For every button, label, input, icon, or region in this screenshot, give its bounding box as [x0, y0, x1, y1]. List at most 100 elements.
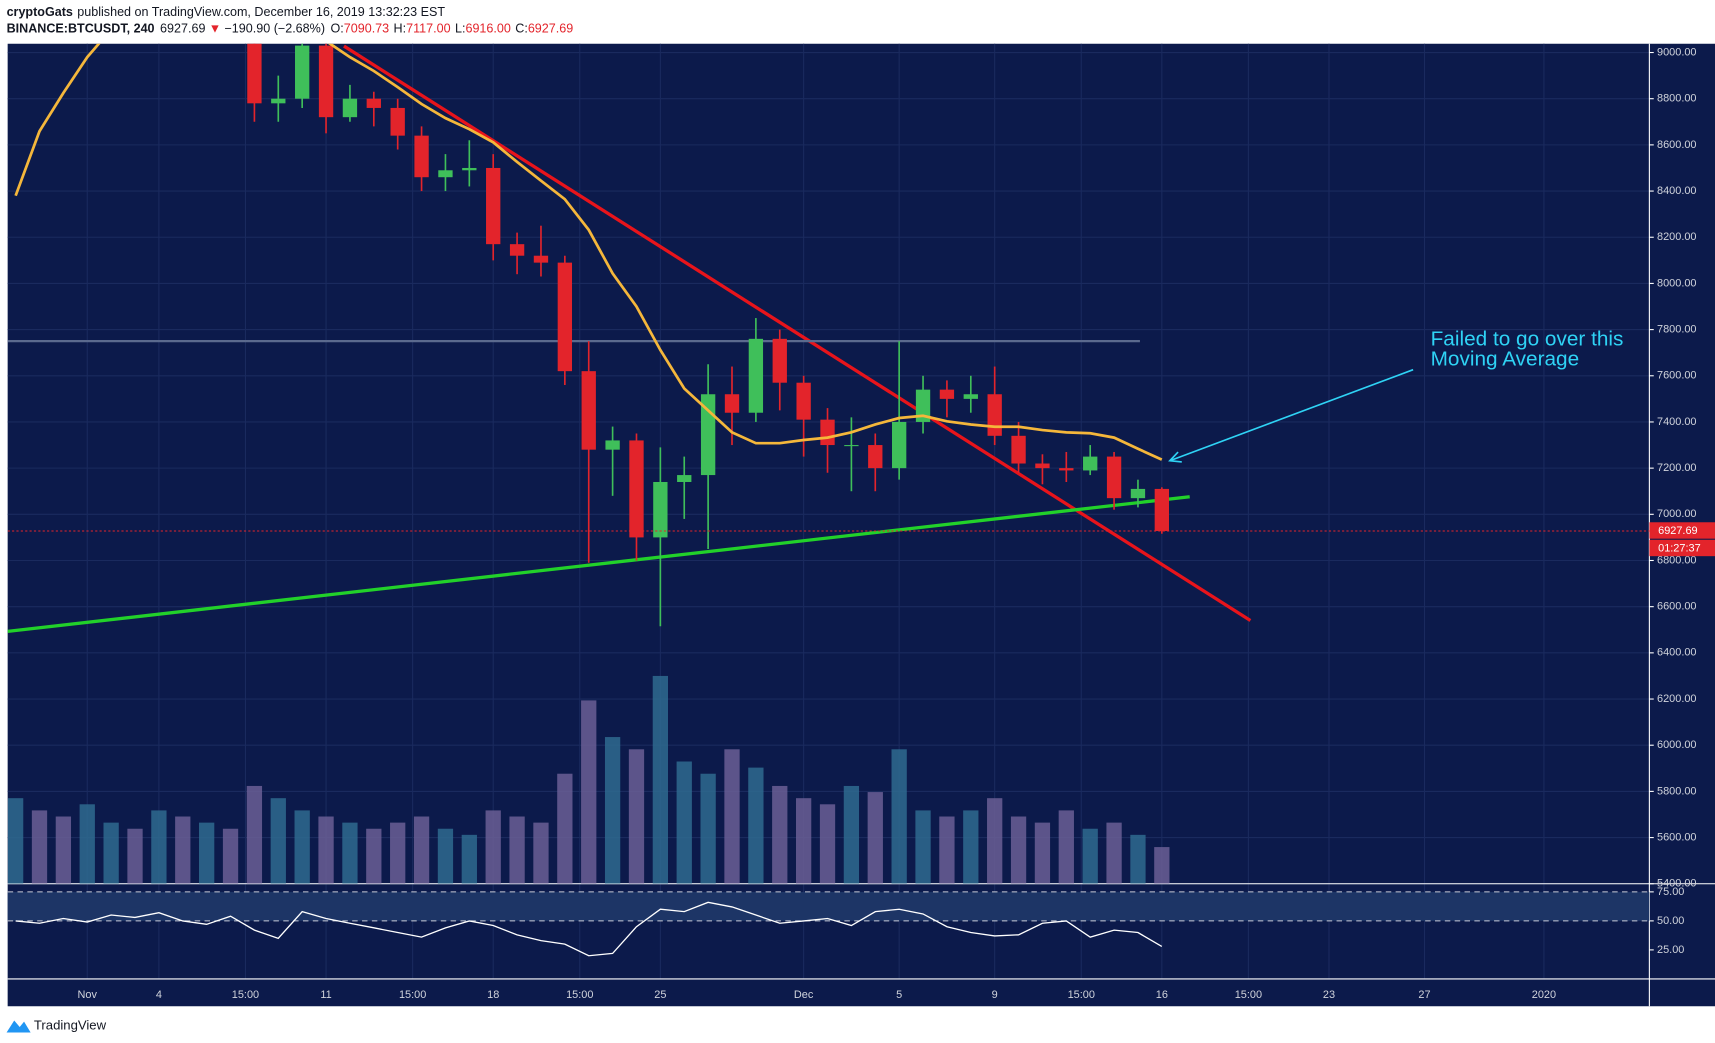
x-tick-label: 15:00: [1235, 989, 1262, 1001]
volume-bar: [31, 810, 48, 884]
x-tick-label: 5: [896, 989, 902, 1001]
x-tick-label: 23: [1323, 989, 1335, 1001]
published: published on TradingView.com, December 1…: [77, 5, 445, 19]
ohlc-label: O:: [330, 22, 343, 36]
annotation-arrowhead: [1168, 451, 1182, 463]
volume-bar: [748, 767, 764, 884]
candle-body: [891, 421, 907, 469]
volume-bar: [652, 675, 669, 884]
volume-bar: [413, 816, 430, 884]
volume-bar: [676, 761, 692, 884]
candle-body: [1011, 435, 1026, 464]
candle-body: [271, 98, 286, 104]
volume-bar: [509, 816, 525, 884]
volume-bar: [199, 822, 215, 884]
volume-bar: [987, 798, 1003, 884]
y-tick-label: 6600.00: [1657, 601, 1696, 613]
annotation-text: Failed to go over this: [1431, 328, 1624, 351]
y-tick-label: 8000.00: [1657, 277, 1696, 289]
x-tick-label: Nov: [78, 989, 98, 1001]
y-tick-label: 8400.00: [1657, 185, 1696, 197]
candle-body: [128, 0, 142, 4]
candle-body: [438, 170, 453, 178]
candle-body: [748, 338, 764, 413]
y-tick-label: 5800.00: [1657, 785, 1696, 797]
candle-body: [605, 440, 620, 450]
candle-body: [677, 475, 692, 482]
countdown-box: [1649, 539, 1715, 557]
volume-bar: [915, 810, 931, 884]
y-tick-label: 7400.00: [1657, 416, 1696, 428]
x-tick-label: 27: [1418, 989, 1430, 1001]
candle-body: [963, 394, 978, 399]
x-tick-label: 15:00: [232, 989, 259, 1001]
candle-body: [844, 445, 859, 447]
volume-bar: [843, 785, 860, 884]
volume-bar: [390, 822, 406, 884]
candle-body: [1130, 488, 1146, 499]
candle-body: [152, 0, 166, 4]
candle-body: [581, 371, 596, 450]
x-tick-label: 11: [320, 989, 331, 1001]
volume-bar: [581, 700, 597, 884]
volume-bar: [819, 804, 836, 884]
candle-body: [462, 167, 477, 171]
candle-body: [414, 135, 429, 178]
symbol: BINANCE:BTCUSDT, 240: [7, 22, 155, 36]
volume-bar: [151, 810, 167, 884]
volume-bar: [891, 749, 907, 884]
volume-bar: [437, 828, 454, 884]
volume-bar: [461, 834, 477, 884]
y-tick-label: 6000.00: [1657, 739, 1696, 751]
ohlc-value: 6916.00: [465, 22, 510, 36]
x-tick-label: 15:00: [399, 989, 426, 1001]
rsi-band: [7, 891, 1650, 921]
x-tick-label: 15:00: [1068, 989, 1095, 1001]
candle-body: [987, 394, 1002, 436]
ohlc-value: 7090.73: [344, 22, 389, 36]
rsi-line: [15, 901, 1163, 957]
y-tick-label: 7000.00: [1657, 508, 1696, 520]
candle-body: [390, 107, 405, 136]
ohlc-label: L:: [455, 22, 465, 36]
candle-body: [796, 382, 811, 420]
volume-bar: [700, 773, 716, 884]
volume-bar: [939, 816, 955, 884]
candle-body: [653, 481, 668, 538]
volume-bar: [270, 798, 286, 884]
countdown-label: 01:27:37: [1658, 542, 1701, 554]
volume-bar: [1154, 847, 1170, 884]
chart-background: [7, 43, 1715, 1007]
candle-body: [939, 389, 955, 399]
y-tick-label: 7600.00: [1657, 370, 1696, 382]
change-arrow: ▼: [209, 22, 221, 36]
volume-bar: [127, 828, 143, 884]
author: cryptoGats: [7, 5, 73, 19]
x-tick-label: 2020: [1532, 989, 1556, 1001]
volume-bar: [485, 810, 501, 884]
volume-bar: [342, 822, 358, 884]
y-tick-label: 6200.00: [1657, 693, 1696, 705]
volume-bar: [1130, 834, 1146, 884]
header-line-2: BINANCE:BTCUSDT, 240 6927.69 ▼ −190.90 (−2.…: [7, 22, 574, 36]
volume-bar: [795, 798, 812, 884]
candle-body: [868, 445, 883, 469]
y-tick-label: 6400.00: [1657, 647, 1696, 659]
header-line-1: cryptoGats published on TradingView.com, …: [7, 5, 446, 19]
volume-bar: [867, 792, 883, 884]
x-tick-label: 4: [156, 989, 162, 1001]
candle-body: [486, 167, 501, 245]
y-tick-label: 75.00: [1657, 886, 1684, 898]
volume-bar: [222, 828, 239, 884]
volume-bar: [963, 810, 979, 884]
volume-bar: [246, 785, 263, 884]
x-tick-label: 16: [1156, 989, 1168, 1001]
candle-body: [1059, 468, 1074, 471]
candle-body: [295, 45, 310, 99]
volume-bar: [294, 810, 310, 884]
annotation-arrow: [1169, 368, 1414, 462]
ohlc-value: 6927.69: [528, 22, 573, 36]
candle-body: [1035, 463, 1050, 469]
